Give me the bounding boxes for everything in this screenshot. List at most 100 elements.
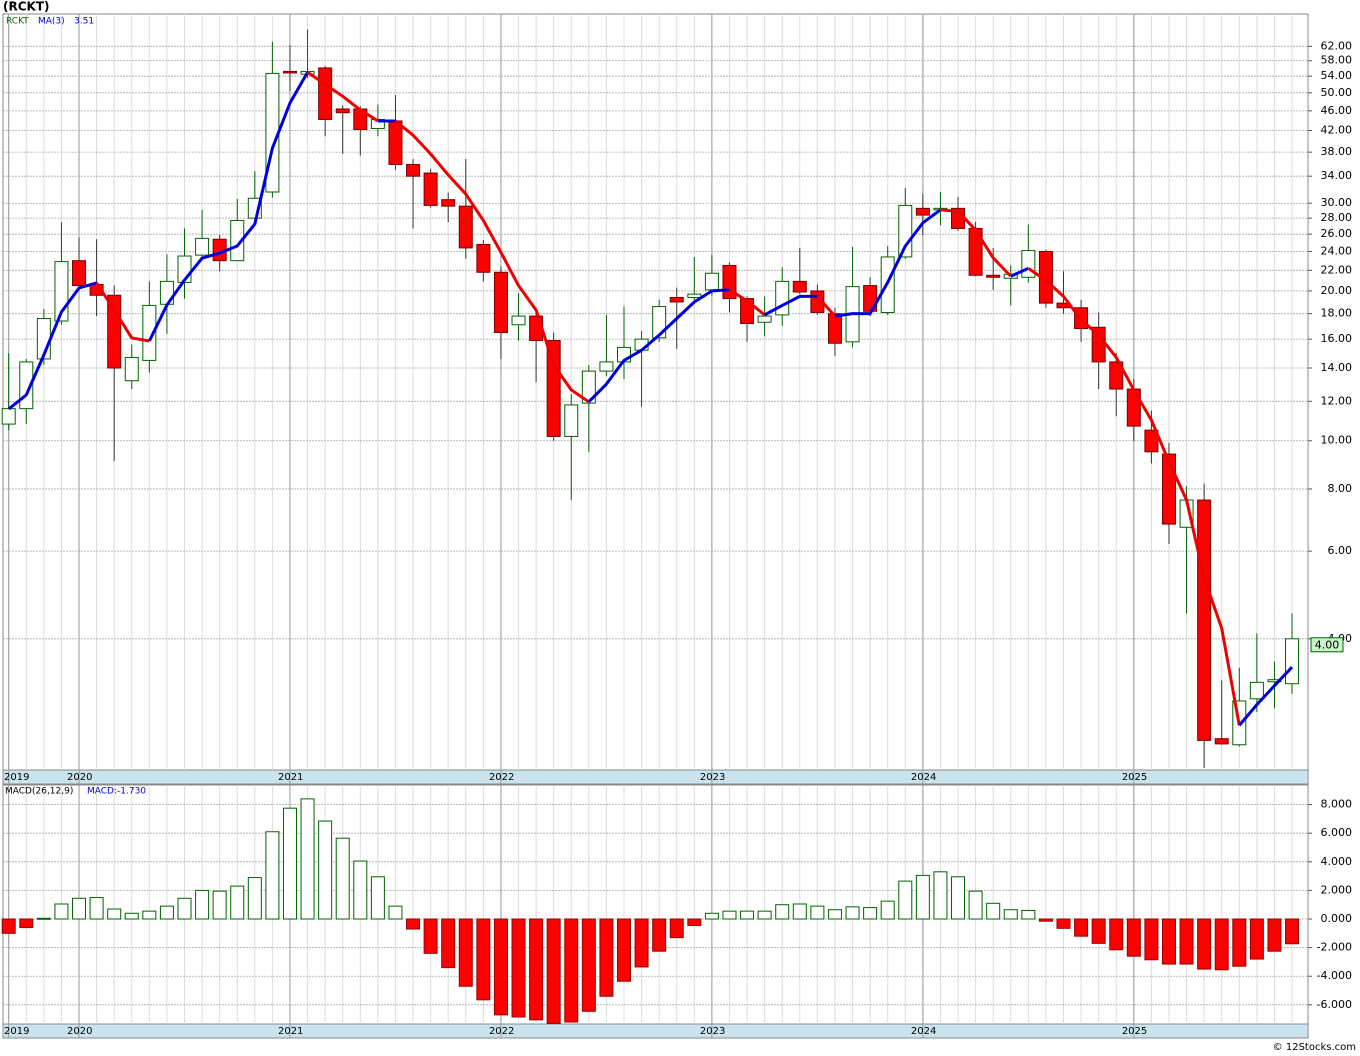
macd-bar — [1144, 918, 1159, 961]
ma-line — [587, 288, 730, 403]
macd-bar — [318, 820, 333, 920]
macd-bar — [722, 910, 737, 920]
candle-body — [1285, 638, 1300, 685]
y-tick-label: 12.00 — [1321, 394, 1353, 407]
candle-body — [652, 306, 667, 339]
candle-body — [599, 361, 614, 372]
macd-bar — [195, 889, 210, 920]
x-tick-label: 2020 — [67, 772, 92, 783]
chart-title: (RCKT) — [3, 0, 50, 14]
y-tick-label: -6.000 — [1317, 998, 1352, 1011]
macd-title: MACD(26,12,9) — [5, 787, 73, 797]
macd-bar — [423, 918, 438, 954]
macd-bar — [1021, 909, 1036, 920]
macd-bar — [652, 918, 667, 952]
candle-body — [757, 315, 772, 323]
x-tick-label: 2025 — [1122, 772, 1147, 783]
legend-ma-value: 3.51 — [74, 17, 94, 27]
y-tick-label: 42.00 — [1321, 124, 1353, 137]
macd-bar — [1056, 918, 1071, 929]
macd-bar — [1038, 918, 1053, 922]
candle-body — [1109, 361, 1124, 390]
candle-body — [1, 408, 16, 425]
y-tick-label: 16.00 — [1321, 332, 1353, 345]
macd-bar — [335, 837, 350, 920]
macd-bar — [546, 918, 561, 1024]
macd-bar — [142, 910, 157, 920]
macd-bar — [792, 903, 807, 920]
candle-body — [1197, 499, 1212, 741]
date-strip — [2, 769, 1309, 785]
macd-bar — [617, 918, 631, 982]
macd-bar — [827, 909, 842, 920]
x-tick-label: 2023 — [700, 772, 725, 783]
candle-body — [441, 199, 456, 207]
ma-line — [1027, 267, 1241, 726]
macd-bar — [599, 918, 614, 997]
candle-body — [546, 339, 561, 437]
candle-body — [827, 313, 842, 344]
macd-bar — [564, 918, 579, 1023]
ma-line — [7, 281, 98, 411]
macd-bar — [1126, 918, 1141, 957]
x-tick-label: 2022 — [489, 772, 514, 783]
ma-line — [1238, 666, 1294, 727]
y-tick-label: -4.000 — [1317, 969, 1352, 982]
ma-line — [95, 282, 150, 343]
macd-bar — [247, 877, 262, 920]
candle-body — [1249, 681, 1264, 700]
candle-body — [406, 163, 421, 177]
candle-body — [564, 404, 579, 437]
macd-bar — [107, 908, 122, 920]
y-tick-label: 30.00 — [1321, 196, 1353, 209]
y-tick-label: 20.00 — [1321, 284, 1353, 297]
macd-bar — [159, 905, 174, 920]
macd-bar — [933, 871, 948, 920]
macd-bar — [19, 918, 34, 929]
macd-bar — [72, 897, 87, 920]
ma-line — [306, 70, 379, 123]
candle-body — [318, 67, 333, 120]
y-tick-label: 26.00 — [1321, 227, 1353, 240]
macd-bar — [986, 902, 1001, 920]
macd-bar — [353, 860, 368, 920]
y-tick-label: 6.000 — [1321, 826, 1353, 839]
x-tick-label: 2021 — [278, 772, 303, 783]
macd-bar — [529, 918, 544, 1021]
macd-bar — [775, 904, 790, 920]
macd-bar — [687, 918, 702, 926]
candle-body — [669, 296, 684, 303]
ma-line — [147, 71, 309, 342]
macd-bar — [36, 917, 51, 920]
candle-body — [1144, 429, 1159, 453]
y-tick-label: 58.00 — [1321, 54, 1353, 67]
macd-bar — [880, 900, 895, 920]
candle-body — [775, 280, 790, 316]
macd-bar — [476, 918, 491, 1001]
macd-bar — [1267, 918, 1282, 952]
y-tick-label: 18.00 — [1321, 307, 1353, 320]
candle-body — [142, 304, 157, 361]
macd-bar — [300, 798, 315, 920]
macd-bar — [177, 897, 192, 920]
candle-body — [72, 260, 87, 287]
ma-line — [728, 288, 766, 317]
macd-bar — [1161, 918, 1176, 965]
legend-ma: MA(3) — [38, 17, 65, 27]
candle-body — [230, 219, 245, 262]
macd-bar — [634, 918, 649, 968]
candle-body — [511, 315, 526, 326]
y-tick-label: 4.000 — [1321, 855, 1353, 868]
x-tick-label: 2022 — [489, 1026, 514, 1037]
last-price-tag — [1310, 637, 1344, 653]
macd-bar — [388, 905, 403, 920]
y-tick-label: 10.00 — [1321, 434, 1353, 447]
macd-bar — [370, 876, 385, 920]
macd-bar — [704, 912, 719, 920]
macd-bar — [282, 807, 297, 920]
candle-body — [107, 294, 122, 369]
macd-bar — [441, 918, 456, 969]
macd-bar — [1109, 918, 1124, 951]
